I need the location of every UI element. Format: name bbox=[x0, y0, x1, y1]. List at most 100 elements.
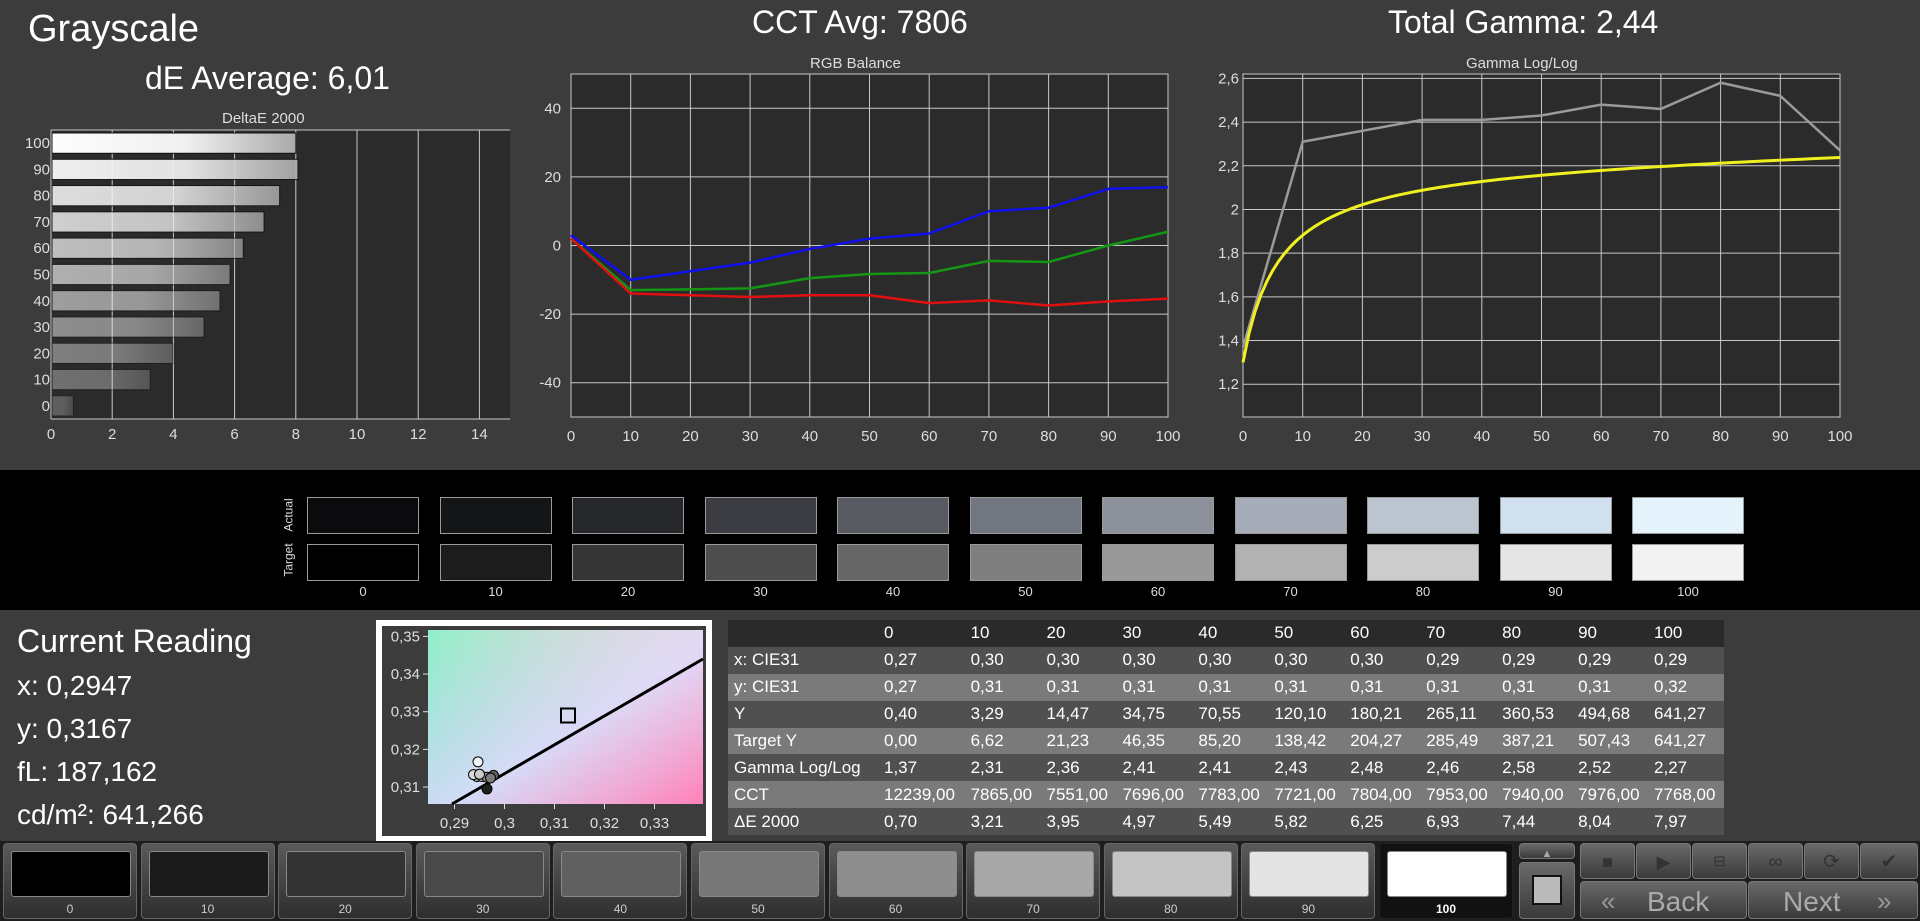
rgb-x-tick: 90 bbox=[1100, 428, 1117, 445]
patch-button[interactable]: 100 bbox=[1379, 843, 1513, 919]
actual-swatch bbox=[837, 497, 949, 534]
patch-label: 70 bbox=[1026, 902, 1040, 916]
patch-button[interactable]: 50 bbox=[691, 843, 825, 919]
deltae-level-label: 10 bbox=[33, 372, 50, 389]
back-button[interactable]: « Back bbox=[1580, 881, 1747, 919]
confirm-button[interactable]: ✔ bbox=[1860, 843, 1918, 879]
gamma-y-tick: 1,8 bbox=[1218, 245, 1239, 262]
swatch-comparison-band bbox=[0, 470, 1920, 610]
scroll-up-button[interactable]: ▲ bbox=[1519, 843, 1575, 860]
cie-x-tick: 0,31 bbox=[540, 815, 569, 832]
double-chevron-left-icon: « bbox=[1601, 886, 1616, 916]
patch-button[interactable]: 20 bbox=[278, 843, 413, 919]
table-cell: 265,11 bbox=[1420, 700, 1497, 728]
patch-color bbox=[836, 851, 957, 897]
table-header-cell: 30 bbox=[1116, 620, 1193, 647]
actual-swatch bbox=[1632, 497, 1744, 534]
patch-button[interactable]: 0 bbox=[3, 843, 137, 919]
rgb-series-line bbox=[570, 230, 1169, 292]
table-header-cell: 80 bbox=[1496, 620, 1573, 647]
table-cell: 387,21 bbox=[1496, 727, 1573, 755]
cie-y-tick: 0,35 bbox=[391, 628, 420, 645]
deltae-x-tick: 0 bbox=[47, 426, 55, 443]
table-row: x: CIE31 0,27 0,30 0,30 0,30 0,30 0,30 0,30 0,29… bbox=[728, 646, 1724, 674]
patch-label: 10 bbox=[200, 902, 215, 916]
gamma-x-tick: 0 bbox=[1239, 428, 1247, 445]
gamma-y-tick: 2 bbox=[1231, 201, 1239, 218]
page-title: Grayscale bbox=[28, 8, 200, 50]
table-cell: 494,68 bbox=[1572, 700, 1649, 728]
deltae-bar bbox=[51, 395, 74, 417]
table-cell: 2,36 bbox=[1040, 754, 1117, 782]
patch-size-button[interactable] bbox=[1519, 862, 1575, 919]
patch-button[interactable]: 80 bbox=[1103, 843, 1238, 919]
deltae-x-tick: 2 bbox=[108, 426, 116, 443]
patch-color bbox=[423, 851, 544, 897]
table-cell: 1,37 bbox=[878, 754, 965, 782]
patch-color bbox=[11, 851, 131, 897]
deltae-level-label: 0 bbox=[42, 398, 50, 415]
patch-button[interactable]: 70 bbox=[966, 843, 1101, 919]
patch-label: 80 bbox=[1164, 902, 1178, 916]
table-cell: 7953,00 bbox=[1420, 781, 1497, 809]
table-cell: 5,49 bbox=[1192, 808, 1269, 836]
play-button[interactable]: ▶ bbox=[1636, 843, 1691, 879]
patch-button[interactable]: 30 bbox=[415, 843, 550, 919]
table-row-label: y: CIE31 bbox=[728, 673, 878, 701]
stop-button[interactable]: ■ bbox=[1580, 843, 1635, 879]
table-cell: 0,32 bbox=[1648, 673, 1724, 701]
cie-x-tick: 0,29 bbox=[440, 815, 469, 832]
gamma-x-tick: 30 bbox=[1414, 428, 1431, 445]
gamma-chart-title: Gamma Log/Log bbox=[1466, 55, 1578, 72]
gamma-y-tick: 1,6 bbox=[1218, 289, 1239, 306]
current-reading-title: Current Reading bbox=[17, 623, 252, 659]
cie-x-tick: 0,32 bbox=[590, 815, 619, 832]
table-cell: 2,41 bbox=[1192, 754, 1269, 782]
table-row: Gamma Log/Log 1,37 2,31 2,36 2,41 2,41 2,43 2,4… bbox=[728, 754, 1724, 782]
patch-button[interactable]: 60 bbox=[828, 843, 963, 919]
refresh-button[interactable]: ⟳ bbox=[1804, 843, 1859, 879]
patch-color bbox=[1111, 851, 1232, 897]
table-header-cell: 100 bbox=[1648, 620, 1724, 647]
table-header-cell: 20 bbox=[1040, 620, 1117, 647]
target-swatch bbox=[307, 544, 419, 581]
table-cell: 0,31 bbox=[1268, 673, 1345, 701]
table-cell: 0,40 bbox=[878, 700, 965, 728]
table-cell: 2,52 bbox=[1572, 754, 1649, 782]
patch-button[interactable]: 90 bbox=[1241, 843, 1376, 919]
deltae-level-label: 80 bbox=[33, 188, 50, 205]
table-cell: 120,10 bbox=[1268, 700, 1345, 728]
patch-color bbox=[286, 851, 407, 897]
actual-swatch bbox=[969, 497, 1082, 534]
table-cell: 3,29 bbox=[964, 700, 1041, 728]
table-cell: 0,30 bbox=[1344, 646, 1421, 674]
table-cell: 8,04 bbox=[1572, 808, 1649, 836]
table-header-cell: 70 bbox=[1420, 620, 1497, 647]
actual-swatch bbox=[704, 497, 817, 534]
rgb-x-tick: 30 bbox=[742, 428, 759, 445]
gamma-x-tick: 80 bbox=[1712, 428, 1729, 445]
deltae-level-label: 20 bbox=[33, 345, 50, 362]
patch-button[interactable]: 10 bbox=[140, 843, 275, 919]
table-cell: 0,29 bbox=[1420, 646, 1497, 674]
patch-button[interactable]: 40 bbox=[553, 843, 688, 919]
table-cell: 46,35 bbox=[1116, 727, 1193, 755]
read-once-button[interactable]: ⊟ bbox=[1692, 843, 1747, 879]
rgb-x-tick: 60 bbox=[921, 428, 938, 445]
double-chevron-right-icon: » bbox=[1877, 886, 1892, 916]
patch-color bbox=[561, 851, 682, 897]
gamma-y-tick: 1,2 bbox=[1218, 376, 1239, 393]
table-cell: 0,31 bbox=[964, 673, 1041, 701]
swatch-level-label: 20 bbox=[620, 584, 636, 599]
swatch-level-label: 70 bbox=[1283, 584, 1298, 599]
table-cell: 180,21 bbox=[1344, 700, 1421, 728]
table-cell: 3,95 bbox=[1040, 808, 1117, 836]
target-swatch bbox=[1367, 544, 1479, 581]
table-cell: 507,43 bbox=[1572, 727, 1649, 755]
cie-measurement-point bbox=[481, 783, 493, 795]
rgb-x-tick: 50 bbox=[861, 428, 878, 445]
continuous-button[interactable]: ∞ bbox=[1748, 843, 1803, 879]
deltae-chart-title: DeltaE 2000 bbox=[222, 110, 305, 127]
rgb-y-tick: 0 bbox=[553, 238, 561, 255]
next-button[interactable]: Next » bbox=[1748, 881, 1918, 919]
